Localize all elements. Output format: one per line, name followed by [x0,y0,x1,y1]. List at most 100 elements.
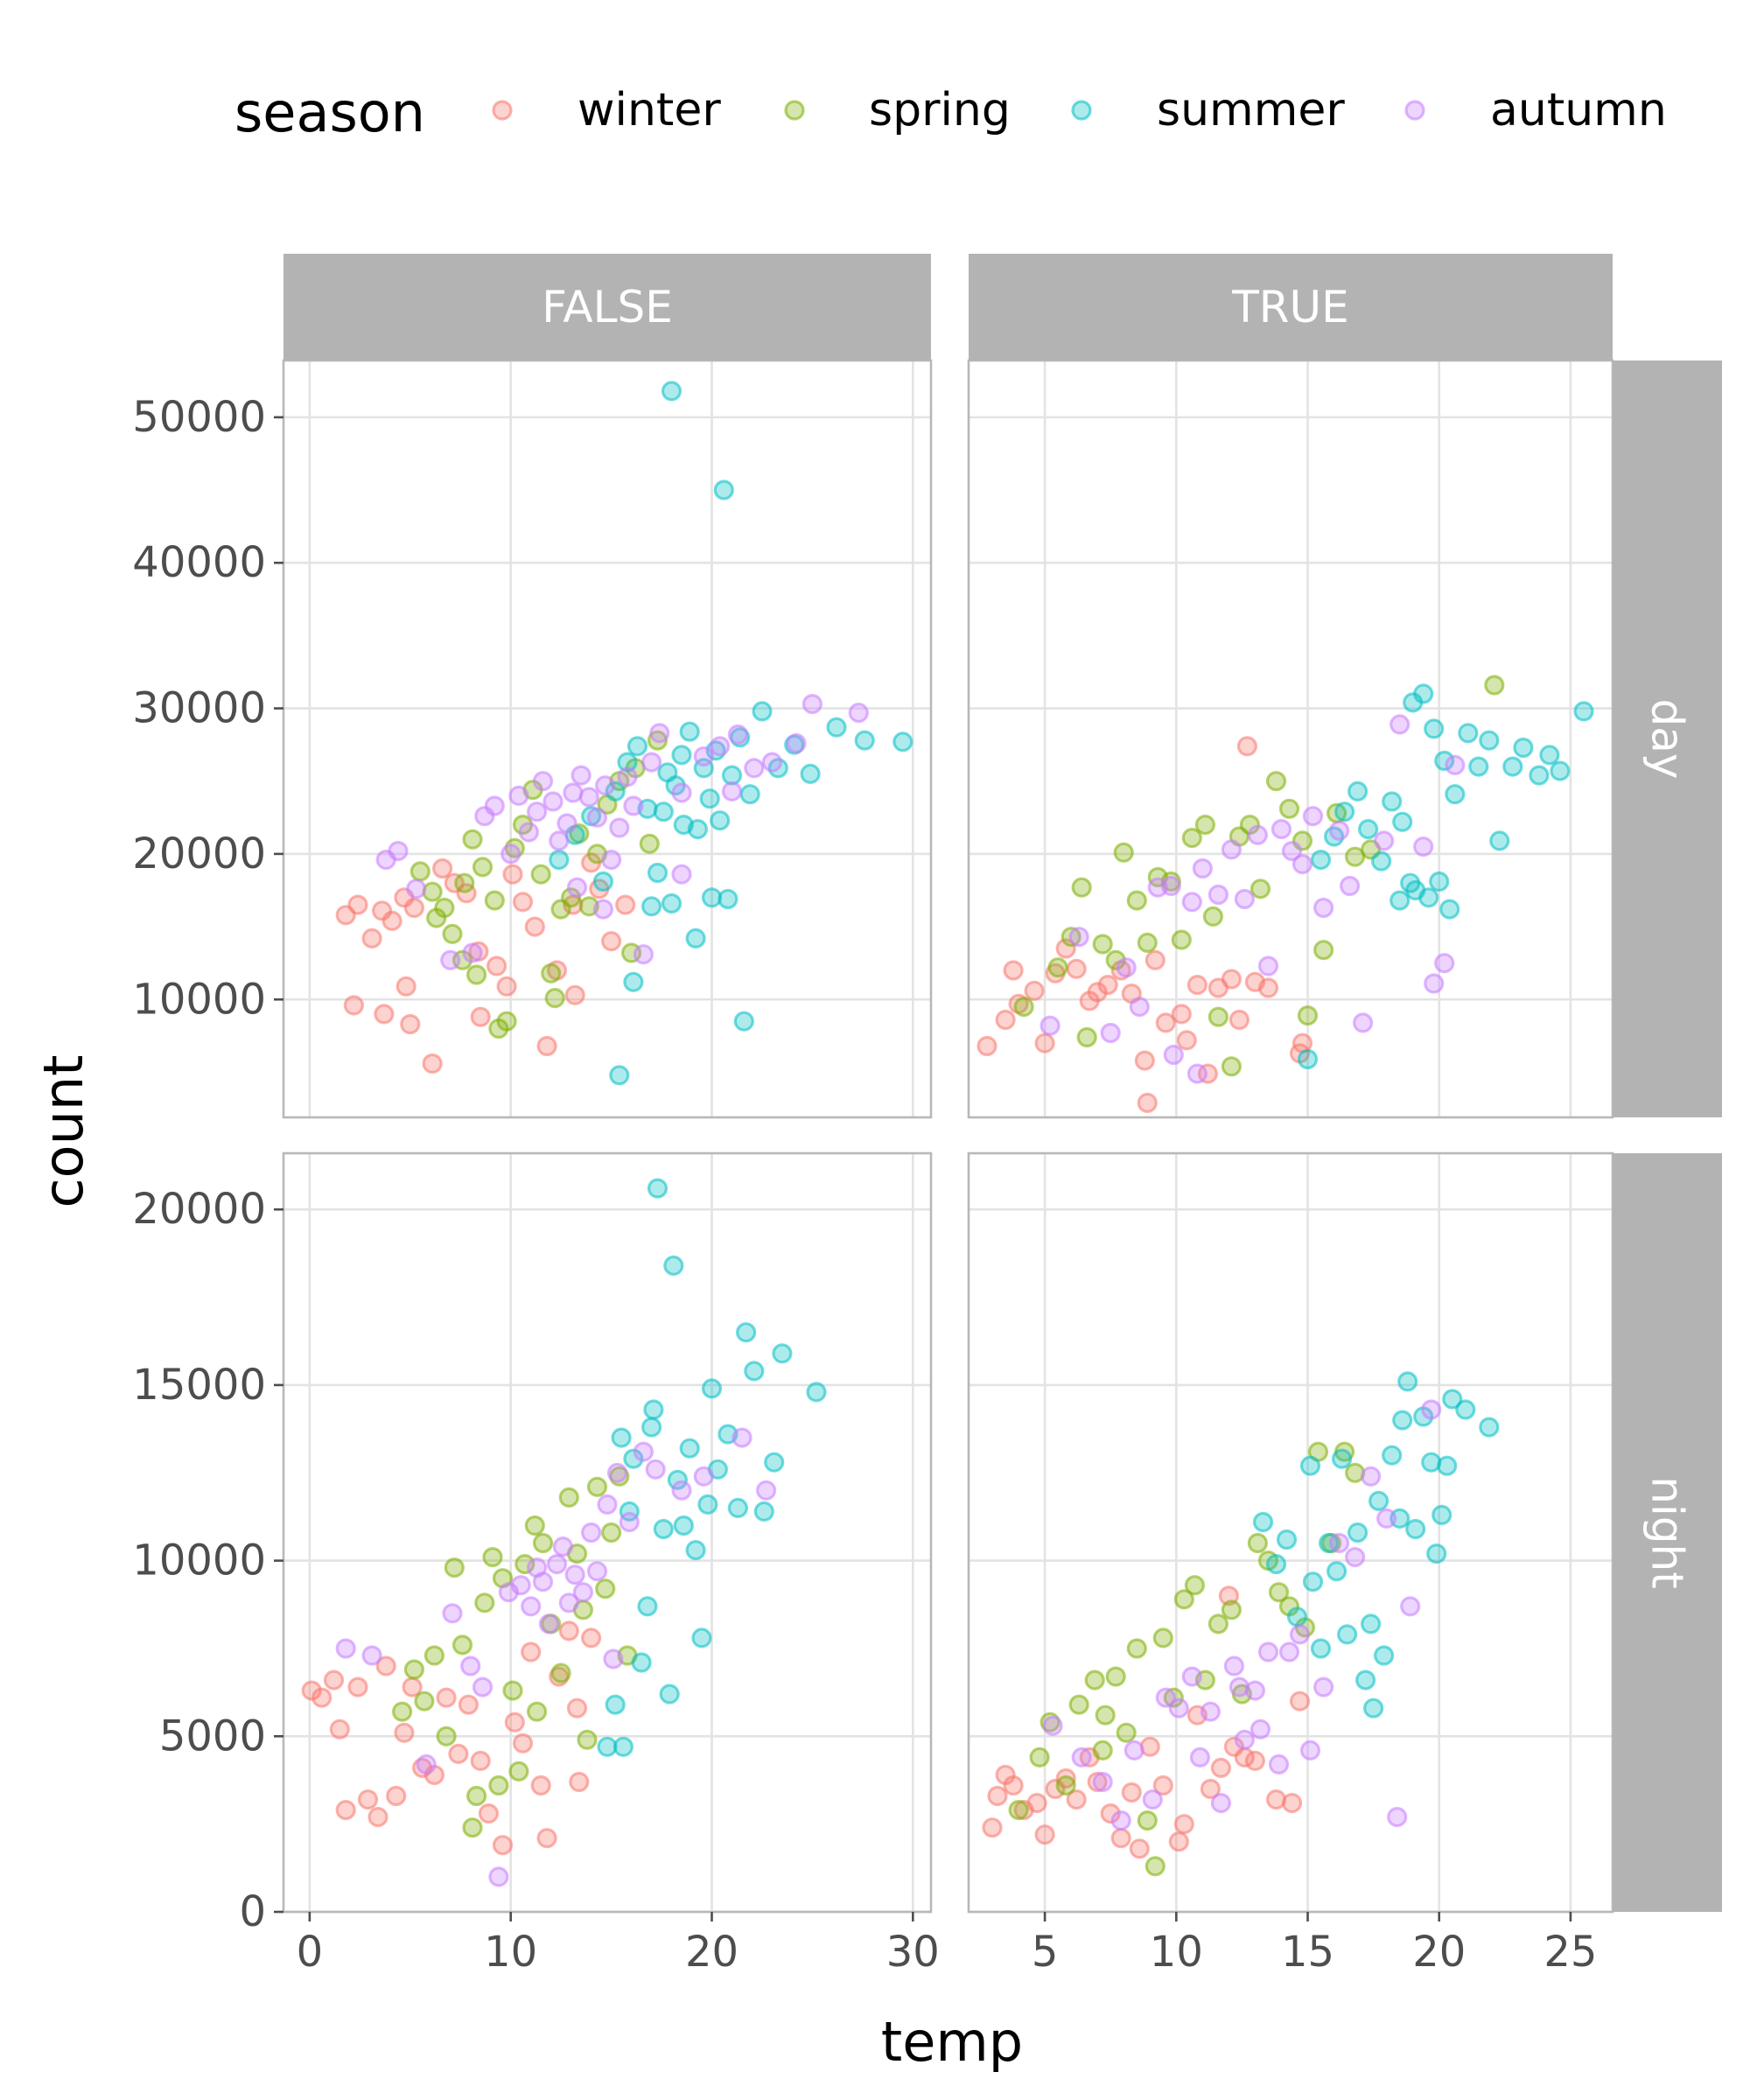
data-point-winter [368,1807,388,1828]
data-point-autumn [570,765,592,786]
data-point-summer [1362,1698,1384,1718]
data-point-spring [1208,1614,1229,1634]
data-point-spring [484,890,505,911]
data-point-autumn [1424,973,1445,994]
strip-background [1613,1153,1722,1912]
data-point-summer [1550,760,1571,781]
panel-background [284,360,931,1117]
data-point-spring [600,1522,622,1544]
data-point-summer [1442,1389,1463,1410]
data-point-autumn [1299,1740,1321,1761]
legend-item-autumn: autumn [1404,84,1667,136]
data-point-winter [1210,1757,1232,1779]
data-point-summer [727,1497,749,1519]
legend-item-winter: winter [492,84,721,136]
data-point-summer [1445,784,1466,805]
data-point-autumn [1163,1044,1184,1066]
data-point-winter [1176,1030,1197,1051]
data-point-winter [1097,974,1118,996]
data-point-winter [323,1670,345,1690]
data-point-autumn [1289,1624,1311,1645]
facet-strip-label: FALSE [542,282,673,332]
data-point-autumn [462,942,483,963]
data-point-autumn [1421,1399,1442,1420]
data-point-autumn [1312,897,1334,919]
data-point-autumn [586,1561,608,1582]
data-point-autumn [1186,1063,1208,1084]
data-point-spring [1312,940,1334,961]
data-point-spring [466,964,487,985]
data-point-winter [504,1712,525,1732]
data-point-autumn [1155,1687,1176,1708]
data-point-autumn [580,1522,602,1544]
data-point-summer [854,730,875,751]
data-point-summer [611,1427,632,1448]
data-point-summer [752,701,773,722]
data-point-summer [1455,1399,1476,1420]
data-point-winter [1034,1032,1055,1054]
data-point-summer [663,1255,684,1277]
data-point-autumn [526,802,548,822]
data-point-winter [357,1789,379,1810]
data-point-summer [605,780,626,802]
data-point-spring [1068,1694,1089,1715]
data-point-summer [1302,1572,1324,1592]
data-point-summer [685,1539,706,1561]
data-point-autumn [566,877,588,898]
data-point-autumn [546,1553,568,1575]
data-point-autumn [633,1441,654,1462]
data-point-winter [1026,1793,1047,1814]
y-tick-label: 15000 [132,1361,266,1410]
data-point-autumn [1328,820,1350,841]
data-point-autumn [1339,875,1361,897]
data-point-autumn [1223,1656,1245,1676]
data-point-autumn [578,787,599,808]
data-point-winter [432,858,453,879]
data-point-autumn [1292,853,1313,875]
data-point-summer [1424,718,1445,739]
data-point-summer [1265,1553,1287,1575]
data-point-winter [1137,1092,1158,1114]
legend: season winter spring summer autumn [234,80,1667,144]
data-point-spring [1126,890,1147,911]
data-point-spring [1137,1810,1158,1831]
data-point-summer [826,717,847,738]
data-point-summer [617,752,638,773]
data-point-spring [1247,1532,1269,1554]
y-tick-label: 5000 [159,1712,266,1760]
data-point-summer [661,381,682,402]
data-point-summer [1539,745,1560,766]
data-point-winter [347,894,368,915]
facet-strip-true: TRUE [969,254,1613,360]
data-point-summer [1336,1624,1358,1645]
data-point-summer [1437,1455,1458,1476]
data-point-spring [474,1592,495,1614]
facet-strip-label: TRUE [1231,282,1348,332]
data-point-spring [1202,906,1224,928]
data-point-spring [1268,1582,1290,1603]
data-point-summer [1489,830,1510,851]
series-autumn [375,693,869,970]
data-point-summer [1405,879,1426,901]
data-point-winter [1168,1831,1189,1852]
panel-true-day [967,359,1614,1119]
data-point-autumn [1413,836,1434,858]
data-point-winter [400,1013,421,1035]
data-point-summer [744,1361,765,1382]
data-point-autumn [1268,1754,1290,1775]
data-point-winter [564,984,585,1005]
data-point-autumn [603,1648,624,1670]
data-point-spring [1221,1056,1242,1077]
data-point-autumn [1344,1546,1366,1568]
data-point-spring [466,1785,487,1807]
data-point-winter [335,1800,356,1821]
data-point-summer [699,788,720,809]
data-point-summer [1368,1490,1390,1512]
data-point-winter [536,1035,557,1057]
data-point-summer [1479,1417,1500,1438]
data-point-summer [697,1494,718,1516]
data-point-spring [595,1578,616,1600]
data-point-summer [667,1469,689,1490]
data-point-summer [1434,750,1455,772]
